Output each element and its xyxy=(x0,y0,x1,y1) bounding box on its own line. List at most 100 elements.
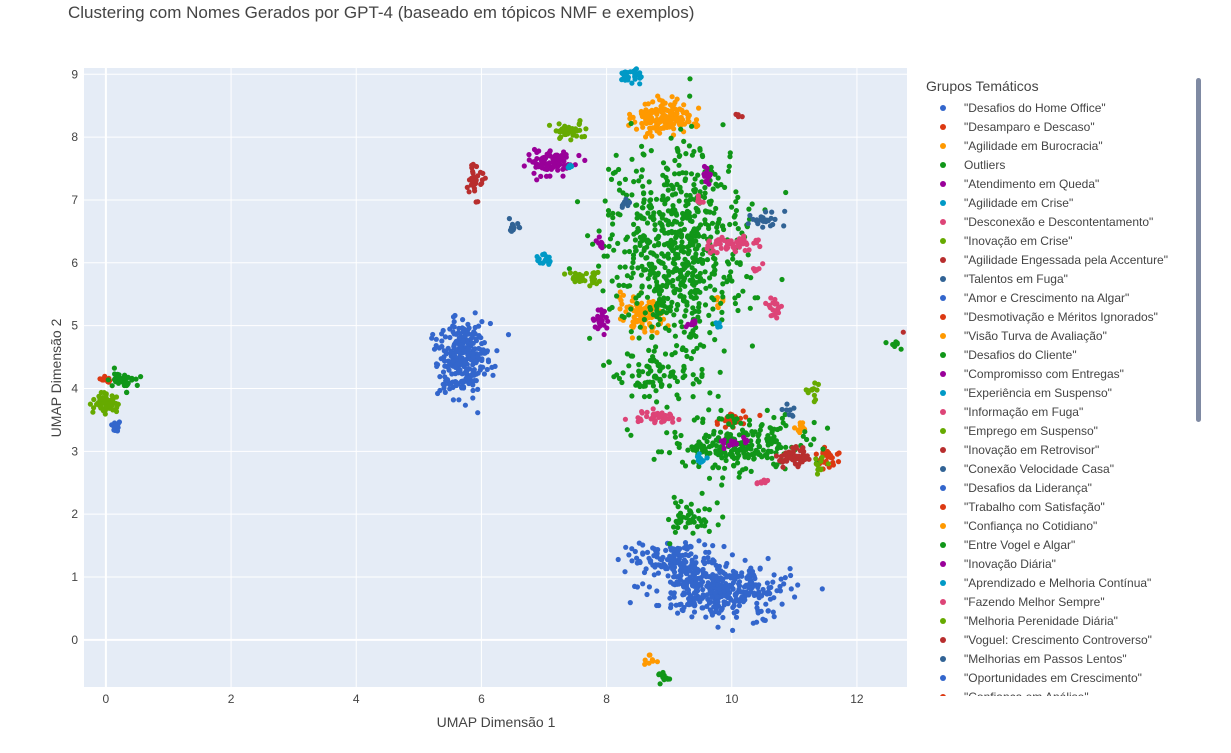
legend-item[interactable]: "Conexão Velocidade Casa" xyxy=(926,459,1194,478)
legend-item[interactable]: "Agilidade em Burocracia" xyxy=(926,136,1194,155)
data-point xyxy=(749,343,756,349)
data-point xyxy=(781,581,787,587)
data-point xyxy=(561,162,567,168)
legend-item[interactable]: "Atendimento em Queda" xyxy=(926,174,1194,193)
legend-item[interactable]: "Melhorias em Passos Lentos" xyxy=(926,649,1194,668)
data-point xyxy=(466,189,472,195)
data-point xyxy=(767,425,773,431)
data-point xyxy=(637,383,643,389)
data-point xyxy=(652,546,658,552)
data-point xyxy=(702,221,709,227)
data-point xyxy=(670,184,676,190)
data-point xyxy=(673,286,679,292)
legend-item[interactable]: "Informação em Fuga" xyxy=(926,402,1194,421)
data-point xyxy=(706,475,713,481)
legend-item[interactable]: "Desafios do Home Office" xyxy=(926,98,1194,117)
y-tick-label: 8 xyxy=(71,130,78,144)
legend-item[interactable]: Outliers xyxy=(926,155,1194,174)
data-point xyxy=(704,438,710,445)
data-point xyxy=(616,282,622,288)
data-point xyxy=(707,450,713,456)
legend-item[interactable]: "Inovação em Crise" xyxy=(926,231,1194,250)
data-point xyxy=(627,116,633,122)
data-point xyxy=(446,381,452,387)
data-point xyxy=(546,160,552,166)
x-tick-label: 10 xyxy=(725,692,739,706)
data-point xyxy=(711,428,717,434)
data-point xyxy=(769,430,775,436)
x-tick-label: 12 xyxy=(850,692,864,706)
legend-item[interactable]: "Oportunidades em Crescimento" xyxy=(926,668,1194,687)
data-point xyxy=(748,468,754,474)
data-point xyxy=(723,453,729,459)
data-point xyxy=(726,163,732,169)
data-point xyxy=(725,413,731,420)
legend-item[interactable]: "Voguel: Crescimento Controverso" xyxy=(926,630,1194,649)
legend-item[interactable]: "Amor e Crescimento na Algar" xyxy=(926,288,1194,307)
data-point xyxy=(659,114,665,120)
legend-label: "Informação em Fuga" xyxy=(964,404,1084,419)
legend[interactable]: Grupos Temáticos "Desafios do Home Offic… xyxy=(926,78,1194,696)
legend-scrollbar[interactable] xyxy=(1196,78,1201,422)
legend-item[interactable]: "Desamparo e Descaso" xyxy=(926,117,1194,136)
data-point xyxy=(705,243,711,249)
data-point xyxy=(657,289,663,295)
data-point xyxy=(648,368,654,374)
legend-label: "Inovação em Crise" xyxy=(964,233,1073,248)
data-point xyxy=(696,301,702,307)
data-point xyxy=(719,309,725,315)
data-point xyxy=(629,192,635,198)
legend-item[interactable]: "Emprego em Suspenso" xyxy=(926,421,1194,440)
legend-item[interactable]: "Inovação em Retrovisor" xyxy=(926,440,1194,459)
legend-marker-icon xyxy=(940,218,946,225)
data-point xyxy=(652,420,658,426)
legend-item[interactable]: "Trabalho com Satisfação" xyxy=(926,497,1194,516)
data-point xyxy=(438,356,444,362)
data-point xyxy=(702,523,708,529)
data-point xyxy=(639,205,646,211)
data-point xyxy=(675,524,681,531)
legend-item[interactable]: "Experiência em Suspenso" xyxy=(926,383,1194,402)
legend-item[interactable]: "Agilidade em Crise" xyxy=(926,193,1194,212)
data-point xyxy=(721,602,727,608)
data-point xyxy=(437,387,443,394)
legend-item[interactable]: "Desafios do Cliente" xyxy=(926,345,1194,364)
data-point xyxy=(645,276,651,282)
legend-marker-icon xyxy=(940,370,946,377)
legend-item[interactable]: "Aprendizado e Melhoria Contínua" xyxy=(926,573,1194,592)
legend-label: "Desmotivação e Méritos Ignorados" xyxy=(964,309,1158,324)
data-point xyxy=(697,147,703,153)
legend-item[interactable]: "Inovação Diária" xyxy=(926,554,1194,573)
legend-item[interactable]: "Desafios da Liderança" xyxy=(926,478,1194,497)
legend-item[interactable]: "Desconexão e Descontentamento" xyxy=(926,212,1194,231)
data-point xyxy=(648,204,655,210)
legend-item[interactable]: "Confiança em Análise" xyxy=(926,687,1194,696)
legend-item[interactable]: "Entre Vogel e Algar" xyxy=(926,535,1194,554)
data-point xyxy=(465,346,471,352)
legend-item[interactable]: "Fazendo Melhor Sempre" xyxy=(926,592,1194,611)
data-point xyxy=(679,324,685,330)
data-point xyxy=(706,507,713,513)
data-point xyxy=(620,292,627,298)
data-point xyxy=(672,429,678,435)
data-point xyxy=(451,353,458,359)
data-point xyxy=(667,595,673,601)
legend-item[interactable]: "Visão Turva de Avaliação" xyxy=(926,326,1194,345)
data-point xyxy=(472,188,478,194)
legend-item[interactable]: "Melhoria Perenidade Diária" xyxy=(926,611,1194,630)
data-point xyxy=(770,221,776,228)
data-point xyxy=(746,572,752,579)
legend-item[interactable]: "Talentos em Fuga" xyxy=(926,269,1194,288)
legend-item[interactable]: "Agilidade Engessada pela Accenture" xyxy=(926,250,1194,269)
data-point xyxy=(610,221,616,227)
data-point xyxy=(456,397,462,403)
data-point xyxy=(672,434,679,440)
legend-item[interactable]: "Confiança no Cotidiano" xyxy=(926,516,1194,535)
data-point xyxy=(479,177,485,183)
legend-item[interactable]: "Desmotivação e Méritos Ignorados" xyxy=(926,307,1194,326)
legend-item[interactable]: "Compromisso com Entregas" xyxy=(926,364,1194,383)
data-point xyxy=(506,216,512,222)
data-point xyxy=(695,207,701,213)
data-point xyxy=(727,154,733,160)
